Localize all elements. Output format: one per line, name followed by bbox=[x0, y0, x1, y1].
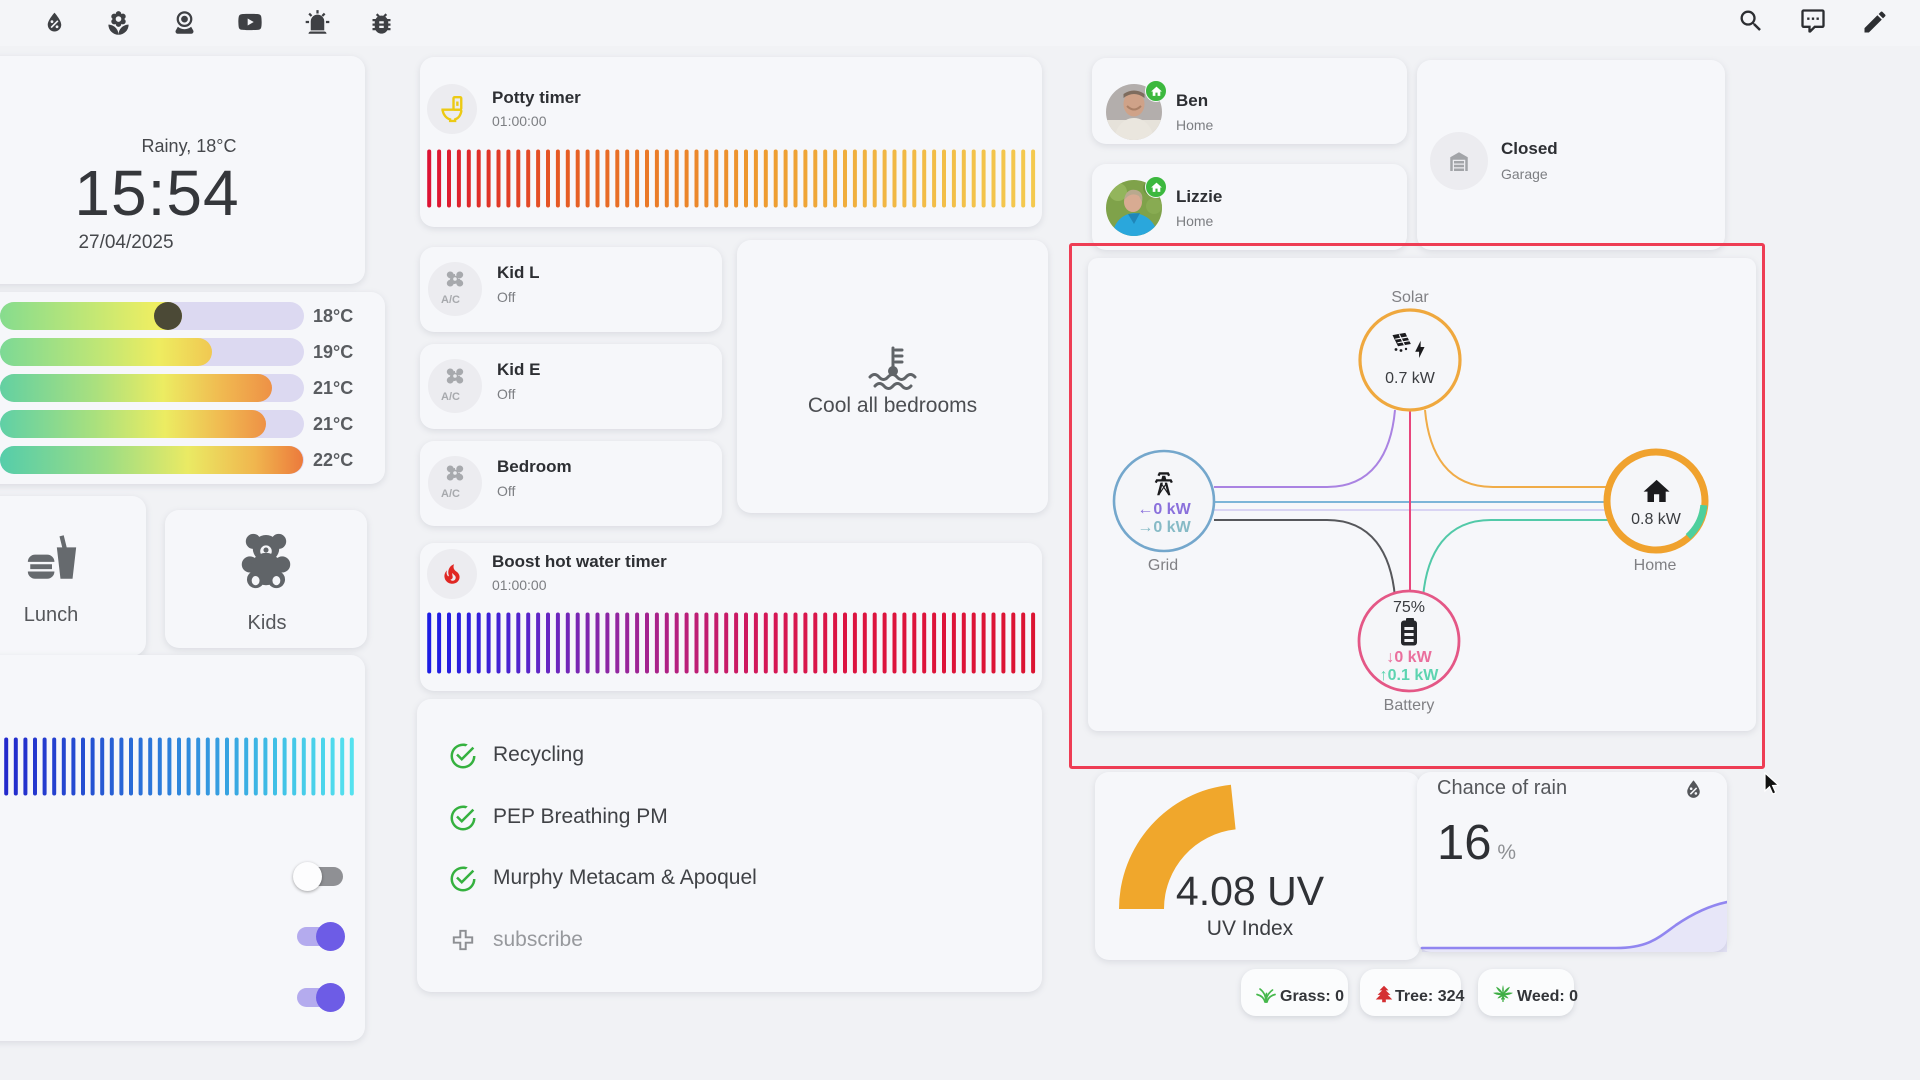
svg-text:Grid: Grid bbox=[1148, 557, 1178, 574]
svg-text:←0 kW: ←0 kW bbox=[1137, 501, 1191, 518]
svg-text:0.8 kW: 0.8 kW bbox=[1631, 511, 1682, 528]
svg-text:75%: 75% bbox=[1393, 599, 1425, 616]
svg-text:A/C: A/C bbox=[441, 294, 460, 306]
svg-text:Solar: Solar bbox=[1391, 289, 1429, 306]
svg-text:→0 kW: →0 kW bbox=[1137, 519, 1191, 536]
svg-text:↓0 kW: ↓0 kW bbox=[1386, 649, 1432, 666]
svg-text:Home: Home bbox=[1634, 557, 1677, 574]
svg-text:0.7 kW: 0.7 kW bbox=[1385, 370, 1436, 387]
svg-text:A/C: A/C bbox=[441, 391, 460, 403]
svg-text:A/C: A/C bbox=[441, 488, 460, 500]
svg-text:Battery: Battery bbox=[1384, 697, 1435, 714]
svg-text:↑0.1 kW: ↑0.1 kW bbox=[1380, 667, 1440, 684]
